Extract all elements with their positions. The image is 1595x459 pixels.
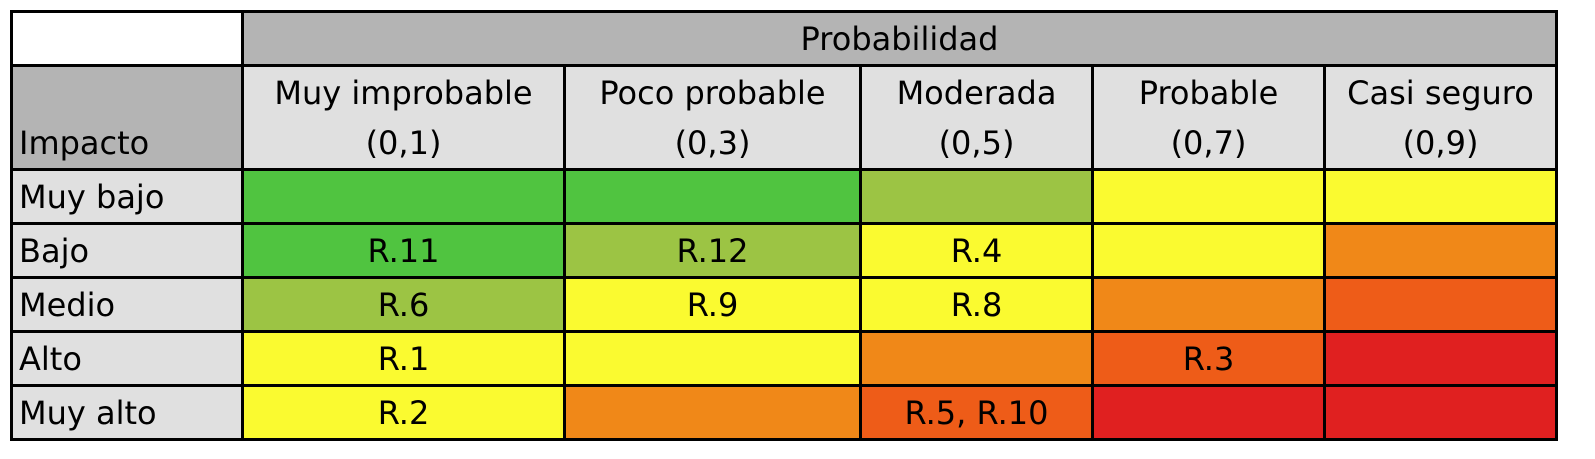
risk-cell [1323,276,1558,333]
impact-row-bajo: Bajo R.11 R.12 R.4 [10,222,1558,279]
column-header-name: Probable [1138,73,1279,112]
risk-cell [1323,168,1558,225]
risk-matrix-table: Probabilidad Impacto Muy improbable (0,1… [10,10,1558,441]
column-header-casi-seguro: Casi seguro (0,9) [1323,64,1558,171]
risk-cell: R.2 [241,384,566,441]
risk-cell: R.8 [859,276,1094,333]
risk-cell [241,168,566,225]
risk-cell [1091,222,1326,279]
risk-cell: R.11 [241,222,566,279]
column-header-value: (0,1) [365,123,442,162]
row-label: Bajo [10,222,244,279]
column-header-value: (0,9) [1402,123,1479,162]
impact-row-muy-alto: Muy alto R.2 R.5, R.10 [10,384,1558,441]
column-header-value: (0,5) [938,123,1015,162]
risk-cell [1091,384,1326,441]
column-header-moderada: Moderada (0,5) [859,64,1094,171]
impact-row-medio: Medio R.6 R.9 R.8 [10,276,1558,333]
risk-cell [1091,168,1326,225]
column-header-muy-improbable: Muy improbable (0,1) [241,64,566,171]
row-label: Alto [10,330,244,387]
column-header-probable: Probable (0,7) [1091,64,1326,171]
risk-cell [1323,330,1558,387]
column-header-name: Moderada [896,73,1057,112]
risk-cell: R.4 [859,222,1094,279]
risk-cell: R.5, R.10 [859,384,1094,441]
probability-header-row: Probabilidad [10,10,1558,67]
row-label: Medio [10,276,244,333]
column-header-name: Casi seguro [1347,73,1534,112]
risk-cell [859,330,1094,387]
risk-cell: R.12 [563,222,862,279]
risk-cell [1323,384,1558,441]
probability-header: Probabilidad [241,10,1558,67]
risk-cell: R.3 [1091,330,1326,387]
impact-row-alto: Alto R.1 R.3 [10,330,1558,387]
risk-cell [1323,222,1558,279]
impact-header: Impacto [10,64,244,171]
column-header-row: Impacto Muy improbable (0,1) Poco probab… [10,64,1558,171]
risk-cell [563,168,862,225]
column-header-value: (0,7) [1170,123,1247,162]
risk-cell [859,168,1094,225]
column-header-name: Muy improbable [274,73,533,112]
risk-cell [563,384,862,441]
corner-cell [10,10,244,67]
row-label: Muy alto [10,384,244,441]
column-header-poco-probable: Poco probable (0,3) [563,64,862,171]
risk-cell: R.9 [563,276,862,333]
row-label: Muy bajo [10,168,244,225]
risk-cell [1091,276,1326,333]
impact-row-muy-bajo: Muy bajo [10,168,1558,225]
risk-cell [563,330,862,387]
column-header-name: Poco probable [599,73,826,112]
risk-cell: R.6 [241,276,566,333]
risk-cell: R.1 [241,330,566,387]
column-header-value: (0,3) [674,123,751,162]
